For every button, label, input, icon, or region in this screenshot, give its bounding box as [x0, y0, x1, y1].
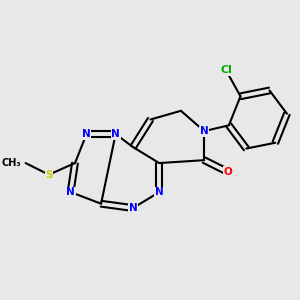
Text: N: N	[155, 187, 164, 197]
Text: N: N	[66, 187, 75, 197]
Text: O: O	[223, 167, 232, 177]
Text: S: S	[45, 170, 52, 180]
Text: N: N	[200, 126, 208, 136]
Text: Cl: Cl	[220, 65, 232, 75]
Text: N: N	[129, 203, 137, 213]
Text: N: N	[111, 129, 120, 139]
Text: CH₃: CH₃	[2, 158, 21, 168]
Text: N: N	[82, 129, 91, 139]
